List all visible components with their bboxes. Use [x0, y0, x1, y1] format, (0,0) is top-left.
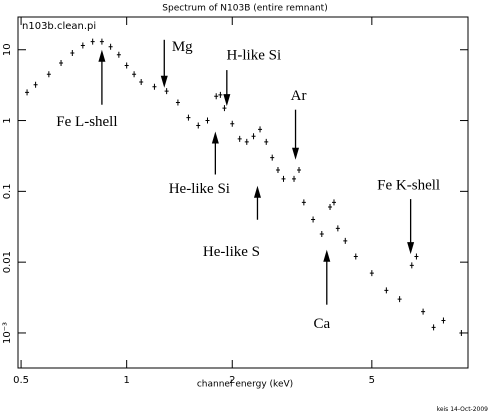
subtitle: n103b.clean.pi: [22, 21, 96, 32]
data-point: [369, 270, 374, 277]
data-point: [251, 133, 256, 140]
data-point: [116, 51, 121, 58]
annotation: H-like Si: [227, 48, 282, 64]
data-point: [186, 114, 191, 121]
arrow-head: [407, 242, 415, 255]
data-point: [409, 262, 414, 269]
data-point: [237, 135, 242, 142]
chart-title: Spectrum of N103B (entire remnant): [162, 4, 327, 14]
data-point: [331, 199, 336, 206]
data-point: [230, 120, 235, 127]
data-point: [59, 59, 64, 66]
arrow-head: [292, 147, 300, 160]
data-point: [397, 296, 402, 303]
data-point: [46, 71, 51, 78]
data-point: [421, 308, 426, 315]
x-tick-label: 2: [229, 375, 235, 386]
data-point: [319, 230, 324, 237]
data-point: [80, 42, 85, 49]
data-point: [328, 204, 333, 211]
x-tick-label: 5: [369, 375, 375, 386]
data-point: [33, 81, 38, 88]
data-point: [297, 167, 302, 174]
y-tick-label: 0.01: [2, 251, 13, 273]
data-point: [124, 62, 129, 69]
data-point: [196, 122, 201, 129]
arrow-head: [98, 49, 106, 62]
x-axis-label: channel energy (keV): [197, 380, 293, 390]
data-point: [441, 317, 446, 324]
data-point: [311, 216, 316, 223]
data-point: [99, 38, 104, 45]
y-tick-label: 10⁻³: [2, 322, 13, 344]
data-point: [214, 93, 219, 100]
y-tick-label: 0.1: [2, 183, 13, 199]
arrow-head: [211, 131, 219, 144]
data-point: [205, 117, 210, 124]
arrow-head: [160, 75, 168, 88]
annotation: He-like S: [203, 244, 260, 260]
annotation: Ca: [313, 316, 330, 332]
annotation: Mg: [172, 39, 193, 55]
footer: keis 14-Oct-2009: [437, 406, 489, 413]
x-tick-label: 0.5: [13, 375, 29, 386]
data-point: [164, 88, 169, 95]
y-tick-label: 1: [2, 117, 13, 123]
data-point: [335, 225, 340, 232]
arrow-head: [253, 185, 261, 198]
data-point: [175, 99, 180, 106]
data-point: [275, 167, 280, 174]
data-point: [270, 154, 275, 161]
data-point: [353, 253, 358, 260]
arrow-head: [323, 249, 331, 262]
arrow-head: [223, 94, 231, 107]
data-point: [90, 38, 95, 45]
data-point: [222, 105, 227, 112]
annotation: He-like Si: [169, 181, 230, 197]
data-point: [459, 329, 464, 336]
data-point: [292, 175, 297, 182]
data-point: [218, 91, 223, 98]
data-point: [258, 126, 263, 133]
data-point: [431, 324, 436, 331]
data-point: [281, 175, 286, 182]
y-tick-label: 10: [2, 43, 13, 56]
data-point: [244, 138, 249, 145]
x-tick-label: 1: [123, 375, 129, 386]
annotation: Fe K-shell: [377, 178, 440, 194]
data-point: [264, 138, 269, 145]
data-point: [139, 79, 144, 86]
data-point: [25, 89, 30, 96]
data-point: [108, 43, 113, 50]
data-point: [70, 49, 75, 56]
data-point: [414, 253, 419, 260]
plot-frame: [17, 16, 469, 369]
annotation: Fe L-shell: [56, 114, 117, 130]
data-point: [384, 287, 389, 294]
annotation: Ar: [291, 88, 307, 104]
data-point: [301, 199, 306, 206]
data-point: [152, 83, 157, 90]
data-point: [343, 237, 348, 244]
data-point: [132, 71, 137, 78]
